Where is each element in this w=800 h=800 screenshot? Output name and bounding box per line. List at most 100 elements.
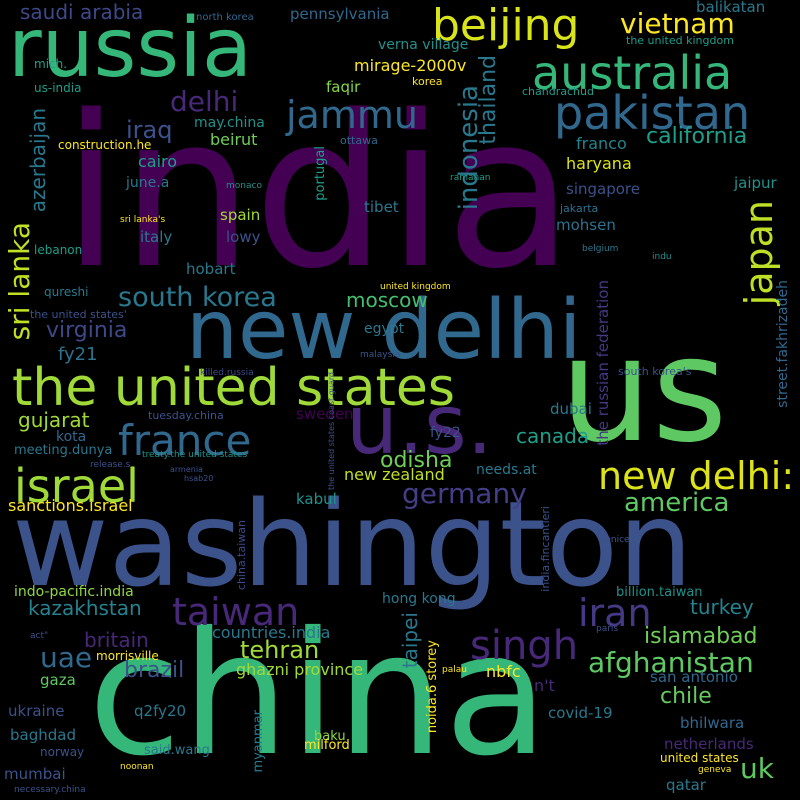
word-ghazni-province: ghazni province — [236, 660, 364, 679]
word-south-koreas: south korea's — [618, 365, 692, 378]
word-ottawa: ottawa — [340, 134, 378, 147]
word-jammu: jammu — [286, 93, 418, 137]
word-netherlands: netherlands — [664, 735, 754, 753]
word-mohsen: mohsen — [556, 216, 616, 234]
word-russia: russia — [8, 1, 253, 96]
word-south-korea: south korea — [118, 282, 277, 313]
word-washington: washington — [12, 475, 693, 613]
word-hobart: hobart — [186, 260, 236, 278]
word-the-russian-federation: the russian federation — [594, 280, 612, 446]
word-tibet: tibet — [364, 198, 399, 216]
word-germany: germany — [402, 477, 527, 510]
word-treaty-the-united-states: treaty.the united states — [142, 450, 248, 460]
word-u-s: u.s. — [346, 378, 493, 473]
word-gujarat: gujarat — [18, 408, 90, 432]
word-united-states: united states — [660, 751, 739, 765]
word-belgium: belgium — [582, 244, 619, 254]
word-mich: mich. — [34, 57, 68, 71]
word-lowy: lowy — [226, 228, 261, 246]
word-singh: singh — [470, 623, 579, 669]
word-noonan: noonan — [120, 762, 154, 772]
word-meeting-dunya: meeting.dunya — [14, 443, 113, 458]
word-noida-6-storey: noida.6 storey — [425, 640, 440, 734]
word-release-s: release.s — [90, 460, 131, 470]
word-paris: paris — [596, 624, 619, 634]
word-australia: australia — [532, 46, 733, 100]
word-gaza: gaza — [40, 671, 76, 689]
word-india-fincantieri: india.fincantieri — [539, 506, 552, 592]
word-venice: venice — [600, 535, 630, 545]
word-us-india: us-india — [34, 81, 82, 95]
word-may-china: may.china — [194, 115, 265, 131]
word-covid-19: covid-19 — [548, 704, 613, 722]
word-sweden: sweden — [296, 405, 354, 423]
word-countries-india: countries.india — [212, 623, 331, 642]
word-hsab20: hsab20 — [184, 474, 214, 483]
word-chandrachud: chandrachud — [522, 85, 594, 98]
word-norway: norway — [40, 745, 85, 759]
word-nt: n't — [534, 676, 555, 695]
word-baghdad: baghdad — [10, 726, 76, 744]
word-dubai: dubai — [550, 400, 592, 418]
word-taipei: taipei — [398, 612, 422, 669]
word-america: america — [624, 488, 730, 518]
word-qureshi: qureshi — [44, 285, 89, 299]
word-saudi-arabia: saudi arabia — [20, 0, 144, 24]
word-afghanistan: afghanistan — [588, 646, 754, 679]
word-the-united-kingdom: the united kingdom — [626, 34, 734, 47]
word-italy: italy — [140, 228, 173, 246]
word-indo-pacific-india: indo-pacific.india — [14, 584, 134, 600]
word-qatar: qatar — [666, 776, 706, 794]
word-sri-lanka: sri lanka — [3, 222, 36, 341]
word-pakistan: pakistan — [554, 86, 751, 140]
word-cairo: cairo — [138, 152, 178, 171]
word-brazil: brazil — [124, 658, 185, 683]
word-verna-village: verna village — [378, 37, 469, 53]
word-chile: chile — [660, 684, 712, 709]
word-japan: japan — [737, 200, 781, 306]
word-the-united-states-possessive: the united states' — [30, 308, 127, 321]
word-fy21: fy21 — [58, 344, 98, 365]
word-uk: uk — [740, 752, 774, 785]
word-mumbai: mumbai — [4, 765, 66, 783]
word-nbfc: nbfc — [486, 662, 521, 681]
word-street-fakhrizadeh: street.fakhrizadeh — [775, 280, 791, 408]
word-the-united-states-coast-guard: the united states coast guard — [327, 372, 336, 491]
word-palau: palau — [442, 665, 467, 675]
word-killed-russia: killed.russia — [200, 368, 254, 378]
word-kazakhstan: kazakhstan — [28, 596, 142, 620]
word-necessary-china: necessary.china — [14, 785, 86, 795]
word-bhilwara: bhilwara — [680, 714, 745, 732]
word-morrisville: morrisville — [96, 649, 159, 663]
word-sanctions-israel: sanctions.israel — [8, 496, 133, 515]
word-geneva: geneva — [698, 765, 732, 775]
word-portugal: portugal — [313, 146, 328, 201]
word-kota: kota — [56, 429, 87, 445]
word-us: us — [560, 306, 728, 475]
word-beirut: beirut — [210, 130, 258, 149]
word-ramanan: ramanan — [450, 173, 491, 183]
word-beijing: beijing — [432, 0, 580, 51]
word-new-delhi-colon: new delhi: — [598, 454, 795, 498]
word-lebanon: lebanon — [34, 243, 83, 257]
word-monaco: monaco — [226, 181, 262, 191]
word-virginia: virginia — [46, 318, 128, 343]
word-iran: iran — [578, 591, 652, 635]
word-fy22: fy22 — [430, 425, 461, 441]
word-milford: milford — [304, 738, 350, 753]
word-armenia: armenia — [170, 465, 203, 474]
word-tehran: tehran — [240, 636, 320, 664]
word-vietnam: vietnam — [620, 7, 735, 40]
word-malaysia: malaysia — [360, 350, 401, 360]
word-construction-he: construction.he — [58, 138, 152, 152]
word-billion-taiwan: billion.taiwan — [616, 585, 703, 600]
word-needs-at: needs.at — [476, 462, 537, 478]
word-delhi: delhi — [170, 85, 239, 118]
word-said-wang: said.wang — [144, 743, 210, 758]
word-san-antonio: san antonio — [650, 668, 738, 686]
word-singapore: singapore — [566, 180, 640, 198]
word-franco: franco — [576, 134, 627, 153]
word-jakarta: jakarta — [560, 202, 599, 215]
word-united-kingdom: united kingdom — [380, 282, 451, 292]
